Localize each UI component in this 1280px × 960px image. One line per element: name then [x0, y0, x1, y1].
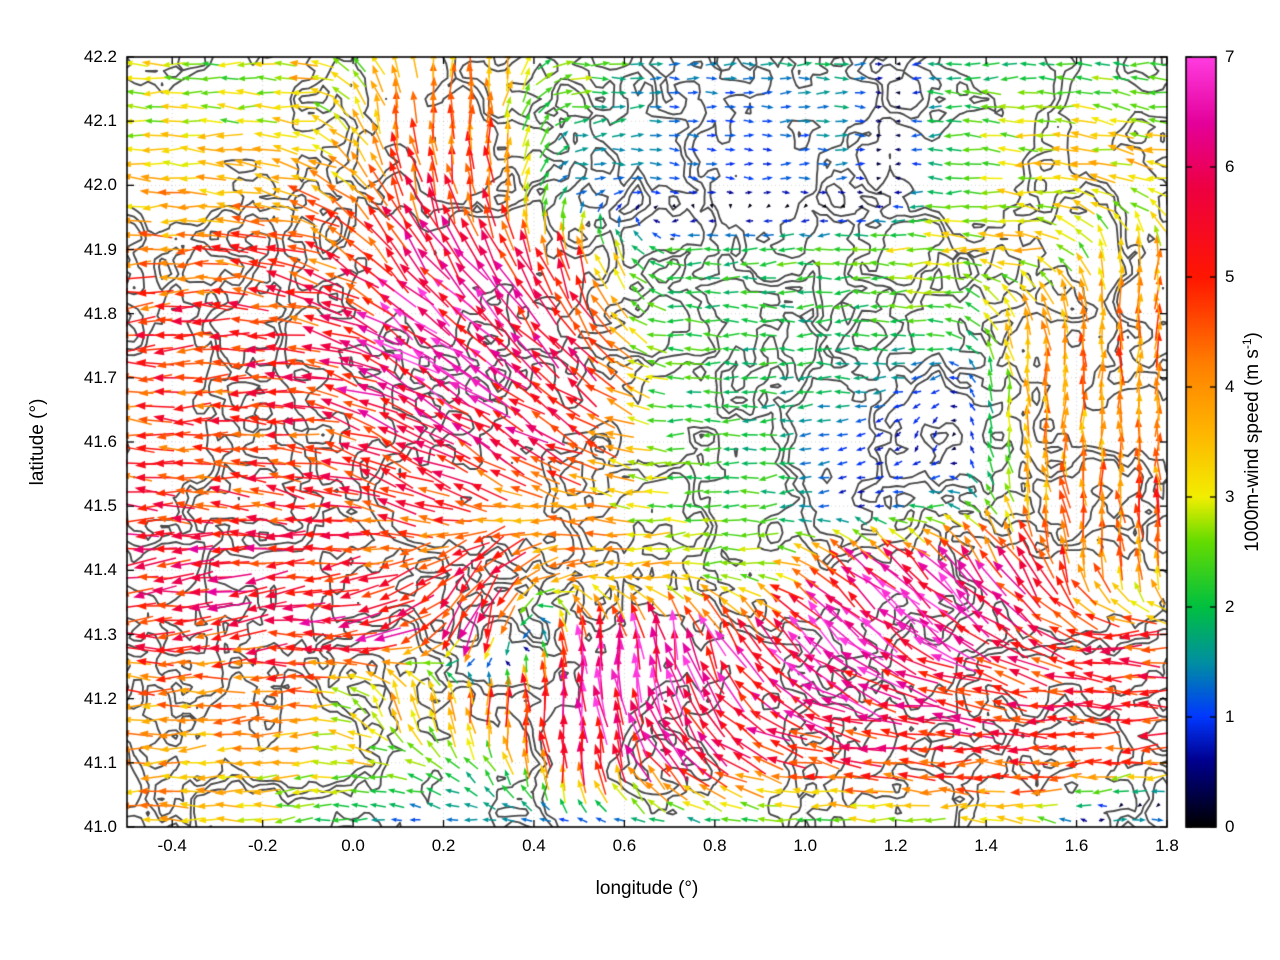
colorbar-tick-label: 2 — [1225, 597, 1235, 616]
colorbar-label-superscript: -1 — [1239, 338, 1254, 350]
x-tick-label: 1.4 — [974, 836, 998, 855]
colorbar-label-text: 1000m-wind speed (m s — [1242, 349, 1264, 552]
colorbar-tick-label: 5 — [1225, 267, 1235, 286]
x-tick-label: 1.8 — [1155, 836, 1179, 855]
y-tick-label: 41.2 — [83, 688, 117, 708]
y-tick-label: 42.1 — [83, 111, 117, 131]
y-tick-label: 41.5 — [83, 496, 117, 516]
y-tick-label: 41.9 — [83, 239, 117, 259]
x-tick-label: 0.2 — [431, 836, 456, 855]
x-tick-label: 1.6 — [1064, 836, 1089, 855]
y-tick-label: 41.0 — [83, 817, 117, 836]
y-tick-label: 41.7 — [83, 367, 117, 387]
colorbar-tick-label: 7 — [1225, 47, 1235, 66]
y-tick-label: 41.1 — [83, 752, 117, 772]
y-axis-label: latitude (°) — [27, 398, 48, 486]
y-tick-label: 41.3 — [83, 624, 117, 644]
y-tick-label: 41.6 — [83, 432, 117, 451]
colorbar-tick-label: 3 — [1225, 487, 1235, 506]
x-axis-label: longitude (°) — [595, 878, 699, 899]
colorbar-tick-label: 4 — [1225, 377, 1235, 396]
x-tick-label: 0.6 — [612, 836, 637, 855]
x-tick-label: 0.0 — [341, 836, 365, 855]
x-tick-label: 0.8 — [702, 836, 727, 855]
x-tick-label: 1.2 — [883, 836, 908, 855]
y-tick-label: 41.4 — [83, 560, 117, 580]
y-tick-label: 42.2 — [83, 47, 117, 66]
colorbar-tick-label: 1 — [1225, 707, 1235, 726]
x-tick-label: -0.2 — [247, 836, 278, 855]
x-tick-label: -0.4 — [157, 836, 187, 855]
y-tick-label: 42.0 — [83, 175, 117, 195]
colorbar-tick-label: 6 — [1225, 157, 1235, 176]
colorbar-tick-label: 0 — [1225, 817, 1235, 836]
colorbar-label-suffix: ) — [1242, 332, 1264, 339]
colorbar-axis-label: 1000m-wind speed (m s-1) — [1240, 332, 1264, 552]
x-tick-label: 1.0 — [793, 836, 818, 855]
y-tick-label: 41.8 — [83, 303, 117, 323]
x-tick-label: 0.4 — [522, 836, 546, 855]
